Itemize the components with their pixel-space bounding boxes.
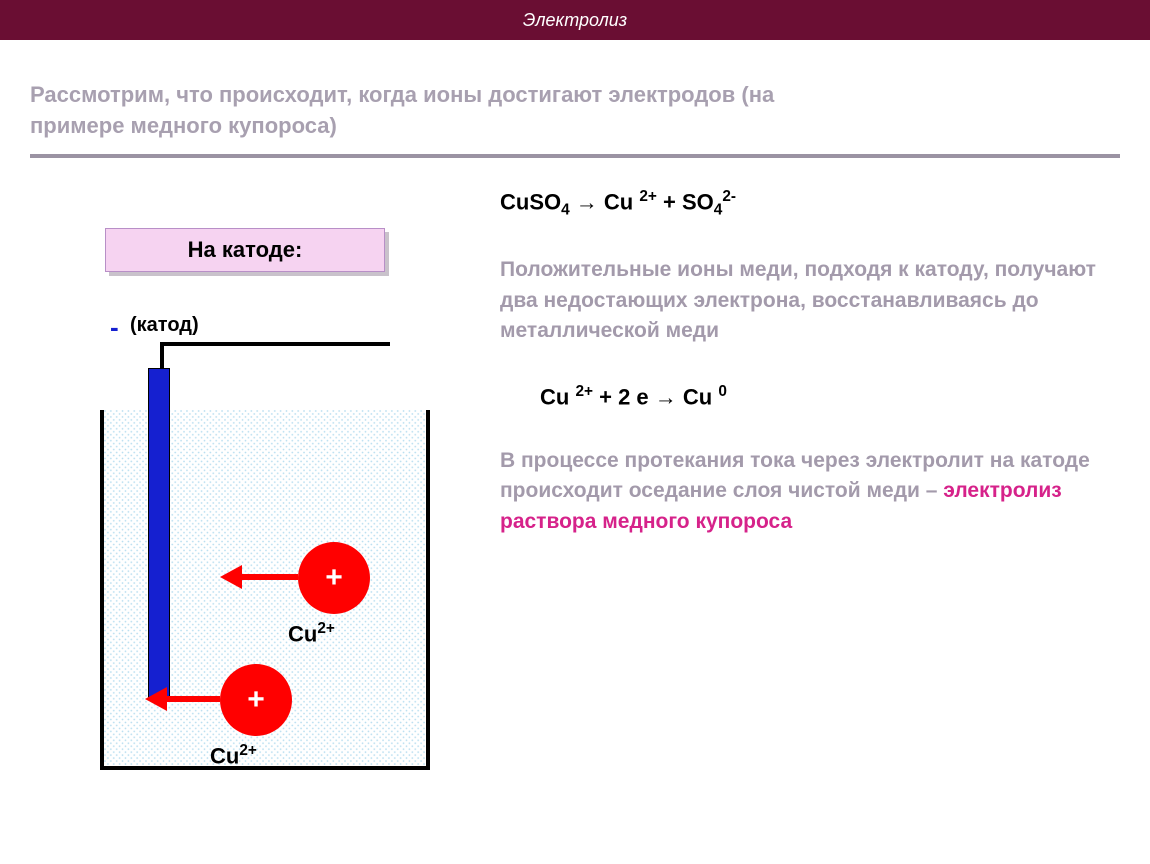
cathode-electrode	[148, 368, 170, 698]
content-row: На катоде: - (катод)	[30, 188, 1120, 792]
right-column: CuSO4 → Cu 2+ + SO42- Положительные ионы…	[500, 188, 1120, 792]
cathode-label: На катоде:	[105, 228, 385, 272]
intro-line1: Рассмотрим, что происходит, когда ионы д…	[30, 82, 774, 107]
ion-1: +	[298, 542, 370, 614]
ion-label-2: Cu2+	[210, 742, 257, 769]
formula-1: CuSO4 → Cu 2+ + SO42-	[500, 188, 1120, 220]
wire-horizontal	[160, 342, 390, 346]
ion-2: +	[220, 664, 292, 736]
cathode-label-text: На катоде:	[188, 237, 303, 262]
paragraph-1: Положительные ионы меди, подходя к катод…	[500, 255, 1120, 346]
left-column: На катоде: - (катод)	[30, 188, 460, 792]
minus-sign: -	[110, 312, 119, 343]
cathode-label-box: На катоде:	[105, 228, 385, 272]
cathode-word: (катод)	[130, 314, 199, 337]
ion-2-plus: +	[247, 683, 265, 717]
arrow-line-2	[163, 696, 220, 702]
arrow-line-1	[238, 574, 298, 580]
title-bar: Электролиз	[0, 0, 1150, 40]
ion-label-1: Cu2+	[288, 620, 335, 647]
divider	[30, 154, 1120, 158]
wire-vertical	[160, 342, 164, 370]
formula-2: Cu 2+ + 2 e → Cu 0	[500, 383, 1120, 410]
main-content: Рассмотрим, что происходит, когда ионы д…	[0, 40, 1150, 812]
intro-paragraph: Рассмотрим, что происходит, когда ионы д…	[30, 80, 1120, 142]
intro-line2: примере медного купороса)	[30, 113, 337, 138]
paragraph-2: В процессе протекания тока через электро…	[500, 446, 1120, 537]
electrolysis-diagram: - (катод)	[30, 312, 460, 792]
ion-1-plus: +	[325, 561, 343, 595]
title-text: Электролиз	[523, 10, 627, 31]
